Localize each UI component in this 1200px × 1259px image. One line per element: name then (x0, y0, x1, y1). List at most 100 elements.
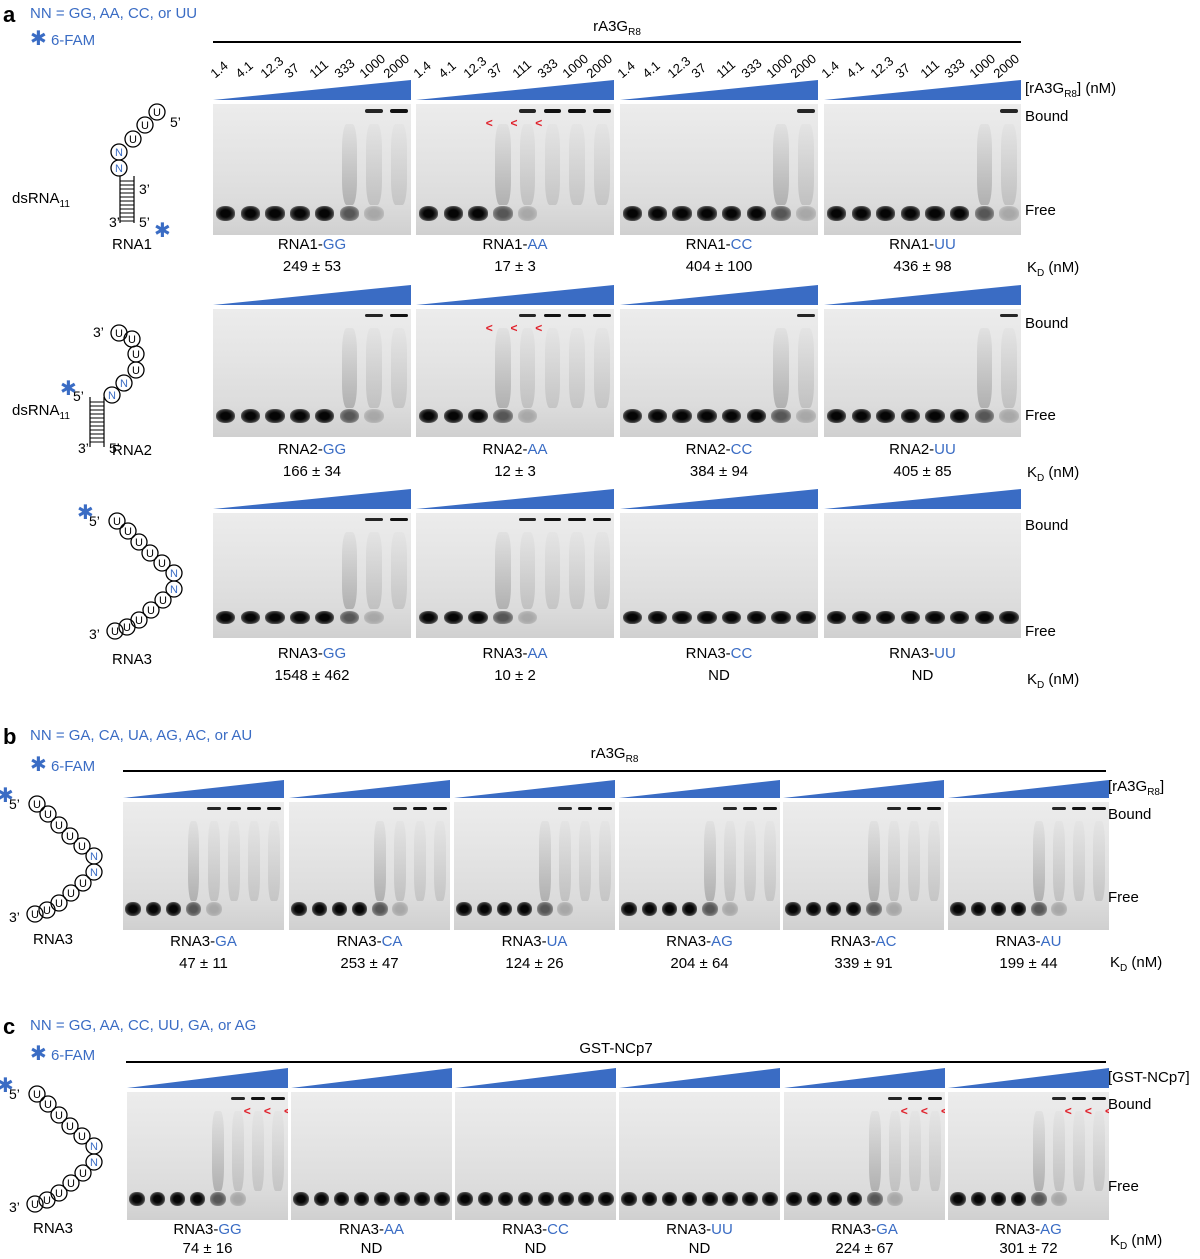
kd-value: 47 ± 11 (179, 955, 228, 972)
bound-band (433, 807, 447, 811)
gel-sample-label: RNA3-AA (338, 1221, 405, 1238)
u-nucleotide: U (44, 1099, 52, 1111)
fam-star-icon: ✱ (77, 503, 94, 524)
u-nucleotide: U (67, 888, 75, 900)
free-band (517, 610, 538, 625)
free-band (333, 1191, 350, 1206)
n-nucleotide: N (115, 147, 123, 159)
bound-band (390, 314, 408, 318)
fam-star-icon: ✱ (154, 220, 171, 242)
kd-value: 166 ± 34 (282, 463, 342, 480)
free-band (443, 610, 464, 625)
free-band (762, 1191, 778, 1206)
u-nucleotide: U (159, 595, 167, 607)
u-nucleotide: U (79, 878, 87, 890)
smear-band (211, 1111, 224, 1191)
red-arrow-icon: < (1084, 1103, 1092, 1118)
smear-band (252, 1111, 264, 1191)
u-nucleotide: U (78, 1131, 86, 1143)
free-band (887, 1191, 903, 1206)
free-band (950, 206, 970, 221)
kd-value: 339 ± 91 (834, 955, 893, 972)
free-band (846, 1191, 863, 1206)
free-band (876, 610, 896, 625)
free-label: Free (1108, 889, 1139, 906)
free-band (974, 408, 994, 423)
kd-value: 17 ± 3 (494, 258, 536, 275)
nucleotide-circle (141, 544, 159, 562)
smear-band (187, 821, 200, 901)
free-band (265, 610, 285, 625)
three-prime-label: 3’ (78, 440, 89, 455)
bound-band (763, 807, 777, 811)
concentration-wedge (784, 1068, 945, 1088)
bound-band (593, 518, 611, 522)
nucleotide-circle (118, 618, 136, 636)
kd-label: KD (nM) (1110, 954, 1163, 974)
concentration-wedge (213, 80, 411, 100)
concentration-wedge (620, 285, 818, 305)
u-nucleotide: U (44, 809, 52, 821)
smear-band (495, 328, 511, 408)
smear-band (1073, 1111, 1085, 1191)
panel-c-title-rule (126, 1061, 1106, 1063)
free-band (970, 901, 987, 916)
concentration-tick: 2000 (583, 50, 616, 81)
free-band (672, 408, 692, 423)
free-band (1030, 1191, 1047, 1206)
nucleotide-circle (106, 622, 124, 640)
nucleotide-circle (61, 827, 79, 845)
free-band (1010, 901, 1027, 916)
free-band (722, 901, 738, 916)
free-band (661, 1191, 678, 1206)
five-prime-label: 5’ (9, 796, 20, 812)
smear-band (414, 821, 426, 901)
red-arrow-icon: < (283, 1103, 288, 1118)
smear-band (569, 123, 585, 205)
free-band (578, 1191, 594, 1206)
gel-sample-label: RNA2-UU (889, 441, 956, 458)
gel-image (824, 104, 1021, 235)
bound-band (206, 807, 221, 811)
bound-band (888, 1097, 902, 1101)
smear-band (1073, 821, 1085, 901)
free-band (721, 206, 742, 221)
gel-image (620, 104, 818, 235)
panel-b-title: rA3GR8 (590, 745, 639, 765)
nucleotide-circle (73, 1127, 91, 1145)
concentration-wedge (416, 489, 614, 509)
n-nucleotide: N (120, 378, 128, 390)
nucleotide-circle (165, 580, 183, 598)
nucleotide-circle (154, 591, 172, 609)
smear-band (1053, 1111, 1065, 1191)
bound-band (1092, 1097, 1106, 1101)
bound-band (1072, 1097, 1086, 1101)
bound-band (907, 807, 921, 811)
free-band (900, 610, 921, 625)
free-band (647, 206, 668, 221)
gel-image (454, 802, 615, 930)
u-nucleotide: U (67, 1178, 75, 1190)
bound-label: Bound (1108, 806, 1152, 823)
free-band (468, 206, 488, 221)
three-prime-label: 3’ (139, 181, 150, 197)
free-band (517, 1191, 534, 1206)
smear-band (594, 531, 610, 610)
nucleotide-circle (85, 1153, 103, 1171)
bound-band (247, 807, 261, 811)
bound-band (568, 109, 586, 113)
free-band (418, 408, 439, 423)
free-band (697, 408, 717, 423)
free-band (900, 408, 921, 423)
n-nucleotide: N (90, 851, 98, 863)
kd-value: 10 ± 2 (494, 667, 536, 684)
free-band (697, 206, 717, 221)
concentration-wedge (213, 489, 411, 509)
smear-band (1093, 821, 1105, 901)
smear-band (366, 531, 382, 610)
free-band (414, 1191, 430, 1206)
nucleotide-circle (39, 805, 57, 823)
gel-image: < < < (127, 1092, 288, 1220)
u-nucleotide: U (135, 615, 143, 627)
kd-value: 12 ± 3 (494, 463, 536, 480)
